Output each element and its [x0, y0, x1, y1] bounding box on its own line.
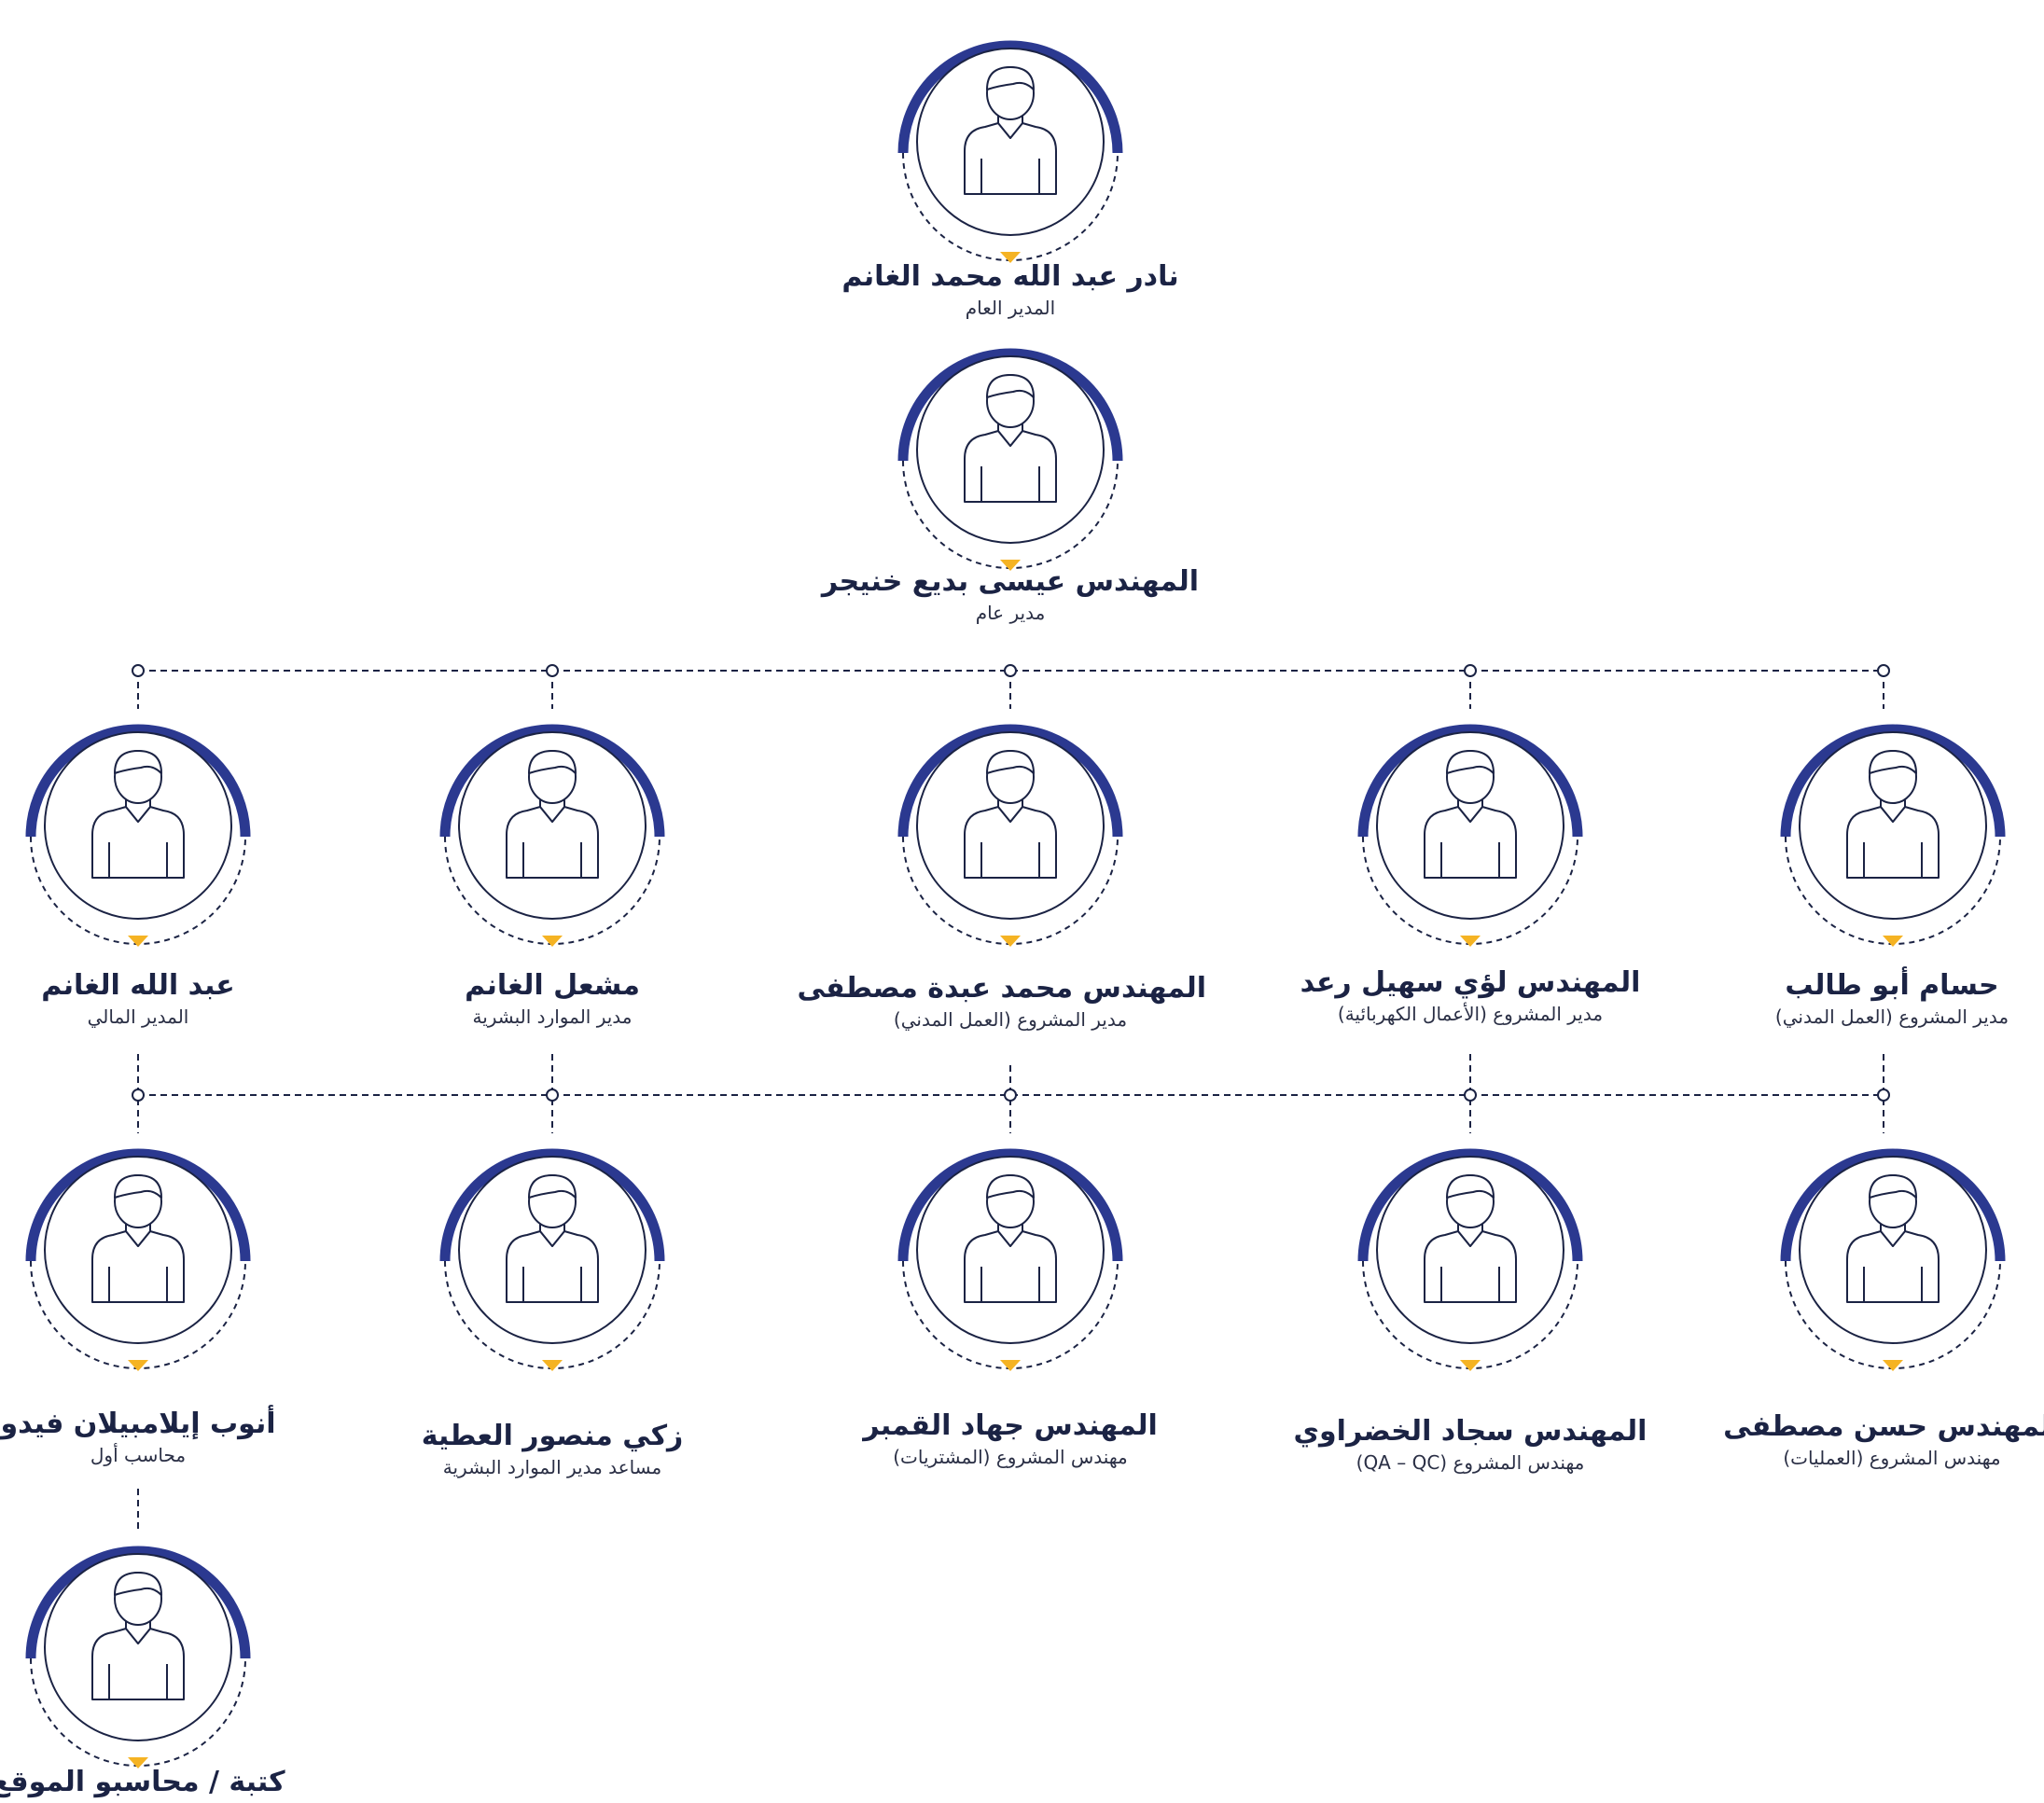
person-name: المهندس سجاد الخضراوي: [1293, 1415, 1648, 1448]
person-title: مهندس المشروع (المشتريات): [893, 1446, 1128, 1468]
pointer-triangle: [128, 936, 148, 947]
person-title: مهندس المشروع (العمليات): [1783, 1447, 2001, 1469]
avatar: [1354, 1129, 1587, 1371]
avatar-ring-arc: [439, 1148, 665, 1262]
connector-node: [546, 664, 559, 677]
person-outline-icon: [1424, 750, 1517, 879]
pointer-triangle: [128, 1757, 148, 1768]
pointer-triangle: [542, 936, 563, 947]
person-title: مهندس المشروع (QA – QC): [1356, 1451, 1585, 1474]
person-title: مساعد مدير الموارد البشرية: [442, 1456, 662, 1478]
person-outline-icon: [91, 1174, 185, 1303]
person-name: المهندس حسن مصطفى: [1723, 1410, 2044, 1443]
avatar-ring-arc: [897, 40, 1123, 154]
person-name: المهندس جهاد القمبر: [863, 1409, 1158, 1442]
person-outline-icon: [1846, 750, 1940, 879]
pointer-triangle: [1460, 936, 1481, 947]
connector-node: [1877, 664, 1890, 677]
avatar-ring-arc: [439, 724, 665, 838]
person-name: حسام أبو طالب: [1785, 969, 1999, 1002]
avatar-ring-arc: [897, 724, 1123, 838]
person-title: مدير المشروع (الأعمال الكهربائية): [1337, 1003, 1604, 1025]
person-title: مدير الموارد البشرية: [472, 1006, 633, 1028]
avatar: [21, 704, 255, 947]
avatar: [1354, 704, 1587, 947]
avatar: [21, 1129, 255, 1371]
connector-node: [1877, 1089, 1890, 1102]
person-title: محاسب أول: [90, 1444, 187, 1466]
person-outline-icon: [964, 1174, 1057, 1303]
person-outline-icon: [506, 1174, 599, 1303]
person-title: مدير المشروع (العمل المدني): [893, 1008, 1128, 1031]
pointer-triangle: [1000, 560, 1021, 571]
connector-node: [1004, 664, 1017, 677]
avatar: [894, 21, 1127, 263]
person-outline-icon: [964, 374, 1057, 503]
pointer-triangle: [1000, 252, 1021, 263]
avatar: [21, 1526, 255, 1768]
person-name: نادر عبد الله محمد الغانم: [841, 260, 1179, 293]
connector-node: [546, 1089, 559, 1102]
avatar-ring-arc: [25, 1148, 251, 1262]
person-outline-icon: [506, 750, 599, 879]
avatar-ring-arc: [1780, 1148, 2006, 1262]
pointer-triangle: [1000, 1360, 1021, 1371]
connector-node: [1004, 1089, 1017, 1102]
person-name: زكي منصور العطية: [421, 1420, 684, 1452]
connector-node: [132, 1089, 145, 1102]
avatar: [894, 1129, 1127, 1371]
avatar: [436, 1129, 669, 1371]
person-outline-icon: [91, 1572, 185, 1700]
avatar: [894, 328, 1127, 571]
person-name: كتبة / محاسبو الموقع: [0, 1766, 285, 1798]
person-outline-icon: [1424, 1174, 1517, 1303]
person-title: مدير المشروع (العمل المدني): [1774, 1006, 2009, 1028]
pointer-triangle: [128, 1360, 148, 1371]
person-outline-icon: [91, 750, 185, 879]
person-outline-icon: [1846, 1174, 1940, 1303]
person-name: المهندس عيسى بديع خنيجر: [821, 565, 1200, 598]
pointer-triangle: [1883, 1360, 1903, 1371]
avatar: [1776, 1129, 2009, 1371]
person-title: مدير عام: [975, 602, 1046, 624]
person-name: المهندس لؤي سهيل رعد: [1300, 966, 1641, 999]
connector-node: [1464, 664, 1477, 677]
person-name: مشعل الغانم: [465, 969, 640, 1002]
person-name: عبد الله الغانم: [41, 969, 235, 1002]
person-outline-icon: [964, 66, 1057, 195]
avatar-ring-arc: [1357, 724, 1583, 838]
avatar-ring-arc: [1357, 1148, 1583, 1262]
avatar-ring-arc: [25, 1546, 251, 1659]
pointer-triangle: [1000, 936, 1021, 947]
avatar-ring-arc: [897, 348, 1123, 462]
pointer-triangle: [1883, 936, 1903, 947]
connector-node: [132, 664, 145, 677]
pointer-triangle: [542, 1360, 563, 1371]
person-outline-icon: [964, 750, 1057, 879]
person-title: المدير المالي: [87, 1006, 189, 1028]
avatar-ring-arc: [897, 1148, 1123, 1262]
person-title: المدير العام: [965, 297, 1056, 319]
avatar: [1776, 704, 2009, 947]
avatar: [436, 704, 669, 947]
pointer-triangle: [1460, 1360, 1481, 1371]
avatar-ring-arc: [25, 724, 251, 838]
person-name: المهندس محمد عبدة مصطفى: [797, 972, 1207, 1005]
avatar-ring-arc: [1780, 724, 2006, 838]
connector-node: [1464, 1089, 1477, 1102]
avatar: [894, 704, 1127, 947]
person-name: أنوب إيلامبيلان فيدو: [0, 1408, 276, 1440]
